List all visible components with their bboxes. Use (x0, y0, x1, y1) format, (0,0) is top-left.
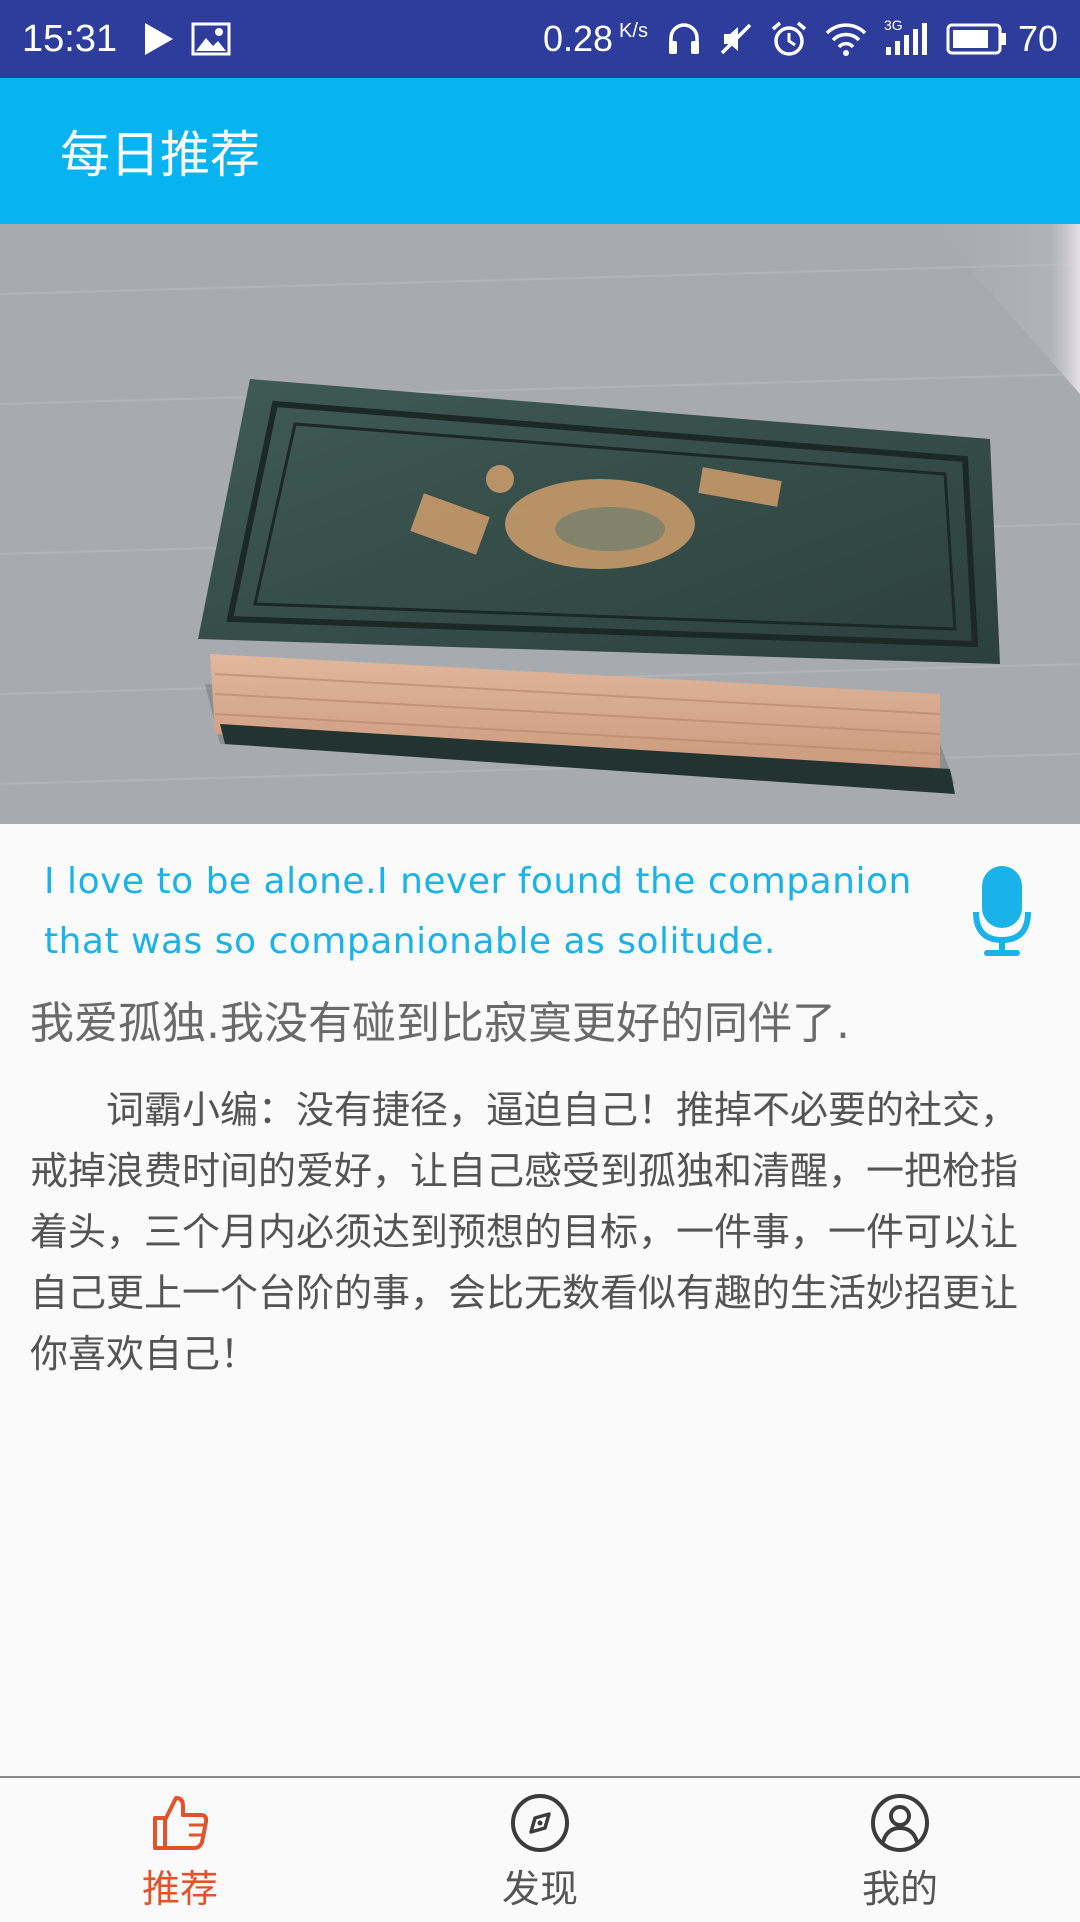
image-icon (191, 22, 231, 56)
editor-note: 词霸小编：没有捷径，逼迫自己！推掉不必要的社交，戒掉浪费时间的爱好，让自己感受到… (30, 1088, 1019, 1376)
thumbs-up-icon (153, 1796, 209, 1850)
net-unit: K/s (619, 19, 648, 42)
wifi-icon (824, 21, 868, 57)
alarm-icon (770, 20, 808, 58)
signal-type-label: 3G (883, 17, 903, 33)
status-left: 15:31 (22, 18, 247, 61)
net-speed: 0.28 (542, 18, 614, 59)
app-bar: 每日推荐 (0, 78, 1080, 224)
nav-item-recommend[interactable]: 推荐 (0, 1778, 360, 1922)
microphone-button[interactable] (972, 864, 1032, 960)
nav-label-mine: 我的 (861, 1867, 938, 1911)
battery-percent: 70 (1017, 18, 1058, 59)
status-time: 15:31 (22, 17, 118, 60)
nav-item-mine[interactable]: 我的 (720, 1778, 1080, 1922)
nav-label-recommend: 推荐 (141, 1867, 218, 1911)
signal-icon: 3G (884, 17, 930, 57)
status-right: 0.28 K/s 3G 70 (542, 17, 1058, 60)
vibrate-off-icon (718, 21, 754, 57)
compass-icon (511, 1794, 569, 1852)
play-icon (141, 21, 175, 57)
microphone-icon (973, 866, 1031, 956)
battery-icon (946, 22, 1008, 56)
headphones-icon (666, 21, 702, 57)
bottom-nav: 推荐 发现 我的 (0, 1776, 1080, 1922)
book-photo (0, 224, 1080, 824)
nav-item-discover[interactable]: 发现 (360, 1778, 720, 1922)
quote-chinese: 我爱孤独.我没有碰到比寂寞更好的同伴了. (30, 998, 850, 1049)
user-icon (871, 1794, 929, 1852)
hero-image (0, 224, 1080, 824)
quote-english: I love to be alone.I never found the com… (44, 861, 912, 962)
page-title: 每日推荐 (60, 126, 260, 184)
status-bar: 15:31 0.28 K/s 3G 70 (0, 0, 1080, 78)
quote-english-block: I love to be alone.I never found the com… (44, 852, 944, 972)
nav-label-discover: 发现 (501, 1867, 578, 1911)
